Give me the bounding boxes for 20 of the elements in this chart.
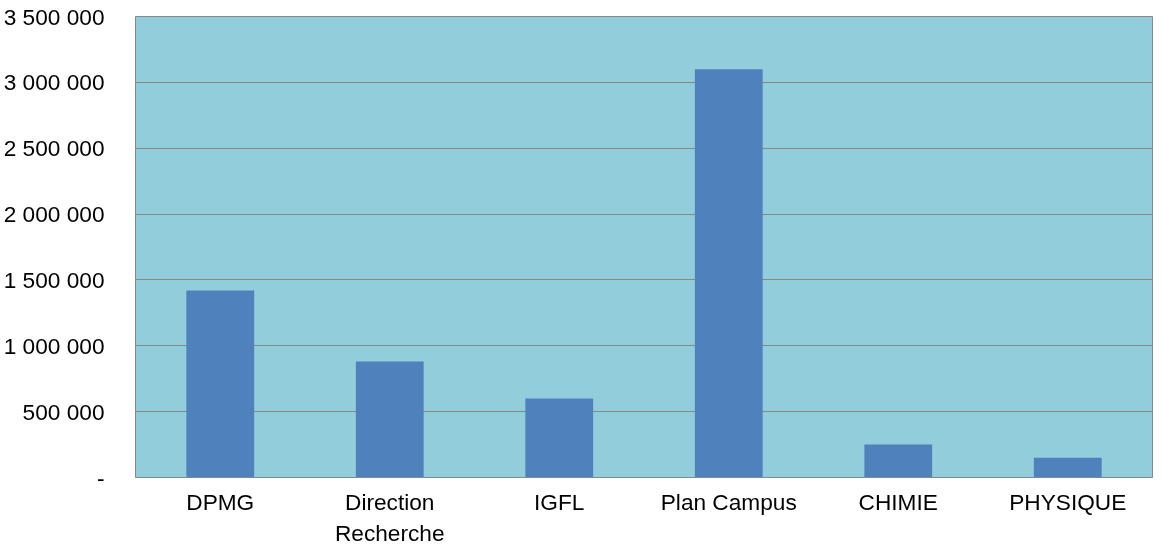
y-tick-label: 2 000 000: [3, 201, 105, 228]
y-tick-label: 1 000 000: [3, 332, 105, 359]
y-tick-label: 3 000 000: [3, 69, 105, 96]
x-tick-label: IGFL: [534, 488, 585, 515]
y-tick-label: 2 500 000: [3, 135, 105, 162]
x-tick-label: CHIMIE: [858, 488, 938, 515]
y-tick-label: 1 500 000: [3, 266, 105, 293]
bar: [186, 290, 255, 478]
y-tick-label: 3 500 000: [3, 3, 105, 30]
y-tick-label: 500 000: [22, 398, 105, 425]
x-tick-label: Direction Recherche: [334, 488, 445, 546]
bar: [864, 444, 933, 478]
bar: [694, 69, 763, 478]
x-tick-label: Plan Campus: [660, 488, 797, 515]
bar: [355, 361, 424, 478]
x-tick-label: DPMG: [186, 488, 255, 515]
x-tick-label: PHYSIQUE: [1009, 488, 1127, 515]
bar: [1033, 457, 1102, 478]
y-tick-label: -: [96, 464, 105, 491]
bar: [525, 398, 594, 478]
